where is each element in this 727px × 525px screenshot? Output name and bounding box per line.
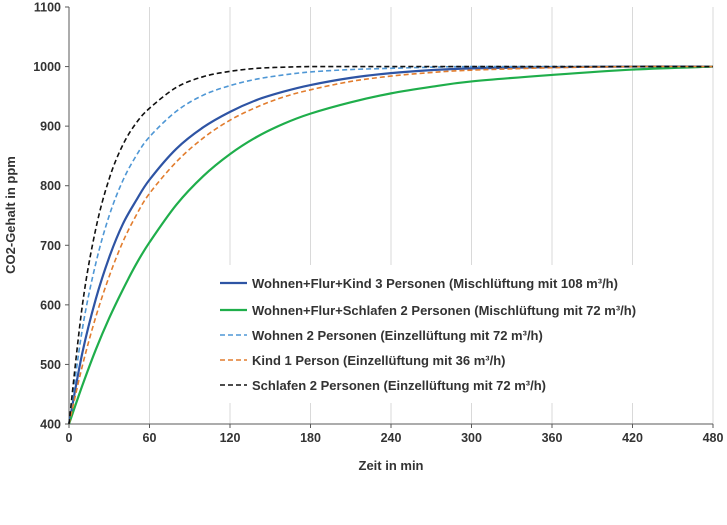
- legend-background: [212, 265, 702, 403]
- y-tick-label: 500: [40, 358, 61, 372]
- series-line-3: [68, 65, 713, 425]
- axes: [65, 6, 714, 428]
- legend-label-series-3: Wohnen 2 Personen (Einzellüftung mit 72 …: [252, 328, 543, 343]
- y-tick-label: 900: [40, 120, 61, 134]
- legend-entry: Wohnen+Flur+Schlafen 2 Personen (Mischlü…: [220, 303, 636, 318]
- legend-label-series-2: Wohnen+Flur+Schlafen 2 Personen (Mischlü…: [252, 303, 636, 318]
- y-axis-title: CO2-Gehalt in ppm: [3, 156, 18, 274]
- x-tick-label: 300: [461, 431, 482, 445]
- x-tick-label: 360: [542, 431, 563, 445]
- legend-label-series-1: Wohnen+Flur+Kind 3 Personen (Mischlüftun…: [252, 276, 618, 291]
- tick-labels: 400 500 600 700 800 900 1000 1100 0 60 120 180 240 30…: [33, 1, 723, 446]
- x-tick-label: 420: [622, 431, 643, 445]
- y-tick-label: 1000: [33, 60, 61, 74]
- y-tick-label: 800: [40, 179, 61, 193]
- x-tick-label: 180: [300, 431, 321, 445]
- legend: Wohnen+Flur+Kind 3 Personen (Mischlüftun…: [212, 265, 702, 403]
- series-line-5: [68, 65, 713, 425]
- series-line-4: [68, 65, 714, 425]
- x-axis-title: Zeit in min: [359, 458, 424, 473]
- x-tick-label: 240: [381, 431, 402, 445]
- x-tick-label: 120: [220, 431, 241, 445]
- legend-label-series-5: Schlafen 2 Personen (Einzellüftung mit 7…: [252, 378, 546, 393]
- series-layer: [67, 65, 714, 425]
- x-tick-label: 480: [703, 431, 724, 445]
- x-tick-label: 0: [66, 431, 73, 445]
- y-tick-label: 400: [40, 418, 61, 432]
- legend-label-series-4: Kind 1 Person (Einzellüftung mit 36 m³/h…: [252, 353, 506, 368]
- legend-entry: Schlafen 2 Personen (Einzellüftung mit 7…: [220, 378, 546, 393]
- y-tick-label: 600: [40, 298, 61, 312]
- legend-entry: Kind 1 Person (Einzellüftung mit 36 m³/h…: [220, 353, 506, 368]
- x-tick-label: 60: [143, 431, 157, 445]
- series-line-2: [67, 65, 714, 425]
- legend-entry: Wohnen 2 Personen (Einzellüftung mit 72 …: [220, 328, 543, 343]
- y-tick-label: 1100: [34, 1, 61, 15]
- legend-entry: Wohnen+Flur+Kind 3 Personen (Mischlüftun…: [220, 276, 618, 291]
- series-line-1: [67, 65, 714, 425]
- y-tick-label: 700: [40, 239, 61, 253]
